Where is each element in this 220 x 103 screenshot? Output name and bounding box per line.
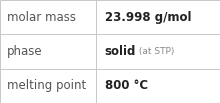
Text: 800 °C: 800 °C <box>104 79 148 92</box>
Text: (at STP): (at STP) <box>136 47 174 56</box>
Text: phase: phase <box>7 45 42 58</box>
Text: solid: solid <box>104 45 136 58</box>
Text: 23.998 g/mol: 23.998 g/mol <box>104 11 191 24</box>
Text: molar mass: molar mass <box>7 11 76 24</box>
Text: melting point: melting point <box>7 79 86 92</box>
